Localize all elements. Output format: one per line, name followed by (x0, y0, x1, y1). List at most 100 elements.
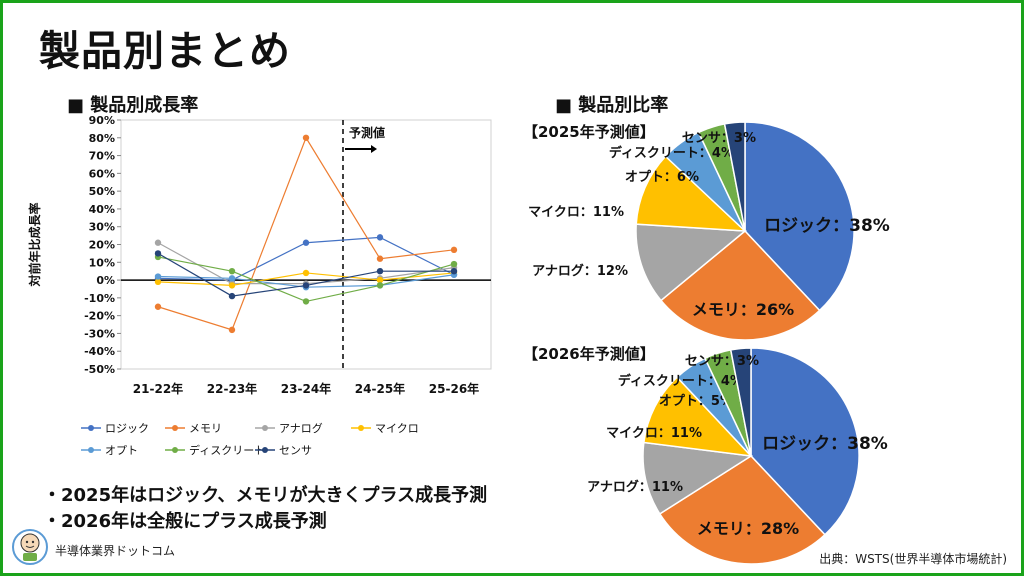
legend-label: オプト (105, 444, 138, 457)
series-point (450, 260, 458, 268)
legend-label: ディスクリート (189, 443, 265, 457)
series-point (376, 276, 384, 284)
legend-label: メモリ (189, 422, 222, 435)
series-point (302, 269, 310, 277)
pie-2025-title: 【2025年予測値】 (523, 123, 655, 141)
legend-swatch-point (262, 447, 268, 453)
pie-slice (750, 347, 860, 536)
series-point (154, 273, 162, 280)
series-point (376, 234, 384, 241)
forecast-arrow-head (371, 145, 377, 153)
y-tick-label: 10% (89, 256, 115, 269)
series-point (154, 303, 162, 310)
y-tick-label: 50% (89, 185, 115, 198)
x-tick-label: 25-26年 (429, 381, 479, 396)
series-point (228, 282, 236, 289)
pie-slice (723, 121, 746, 232)
pie-slice (729, 347, 752, 457)
legend-swatch-point (88, 447, 94, 453)
x-tick-label: 23-24年 (281, 381, 331, 396)
y-tick-label: 20% (89, 239, 115, 252)
y-tick-label: 60% (89, 167, 115, 180)
series-point (302, 134, 310, 141)
mascot-logo (12, 529, 48, 565)
legend-label: マイクロ (375, 422, 419, 435)
y-tick-label: -40% (84, 345, 115, 358)
pie-slice-label: ロジック：38% (764, 216, 890, 236)
series-point (228, 326, 236, 334)
forecast-label: 予測値 (349, 125, 385, 140)
y-tick-label: 40% (89, 203, 115, 216)
series-point (302, 282, 310, 289)
y-tick-label: 70% (89, 150, 115, 163)
pie-slice (659, 229, 821, 341)
pie-slice (635, 155, 748, 232)
x-tick-label: 21-22年 (133, 381, 183, 396)
bullet-2: ・2026年は全般にプラス成長予測 (43, 511, 327, 532)
share-heading: ■ 製品別比率 (555, 95, 669, 116)
series-point (302, 298, 310, 305)
y-axis-label: 対前年比成長率 (27, 202, 42, 287)
pie-slice (635, 223, 747, 302)
pie-slice-label: センサ：3% (685, 354, 759, 369)
legend-swatch-point (262, 425, 268, 431)
series-point (228, 292, 236, 300)
series-point (154, 250, 162, 257)
growth-line-chart: -50% -40% -30% -20% -10% 0% 10% 20% 30% 40% 50% 60%… (27, 114, 492, 457)
legend-swatch-point (88, 425, 94, 431)
pie-slice-label: オプト：6% (625, 170, 699, 185)
pie-slice (704, 349, 752, 457)
pie-slice (642, 441, 754, 515)
legend-swatch-point (358, 425, 364, 431)
pie-slice-label: ディスクリート：4% (609, 145, 734, 161)
x-tick-label: 22-23年 (207, 381, 257, 396)
y-tick-label: 0% (96, 274, 115, 287)
y-tick-label: -50% (84, 363, 115, 376)
pie-slice-label: ロジック：38% (762, 434, 888, 454)
pie-slice-label: マイクロ：11% (528, 205, 624, 220)
x-tick-label: 24-25年 (355, 381, 405, 396)
pie-slice-label: アナログ：11% (587, 479, 683, 495)
page-title: 製品別まとめ (39, 27, 291, 75)
series-point (154, 239, 162, 246)
pie-2026-title: 【2026年予測値】 (523, 345, 655, 363)
legend-label: ロジック (105, 422, 149, 435)
legend-swatch-point (172, 425, 178, 431)
pie-slice-label: アナログ：12% (532, 263, 628, 279)
source-note: 出典：WSTS(世界半導体市場統計) (819, 552, 1007, 566)
y-tick-label: -20% (84, 310, 115, 323)
y-tick-label: 80% (89, 132, 115, 145)
y-tick-label: -10% (84, 292, 115, 305)
y-tick-label: 30% (89, 221, 115, 234)
series-point (228, 275, 236, 282)
series-point (376, 267, 384, 275)
series-point (376, 282, 384, 289)
pie-slice (643, 376, 753, 458)
legend-label: センサ (279, 444, 312, 457)
pie-slice (744, 121, 855, 312)
pie-slice (676, 357, 752, 457)
pie-slice-label: ディスクリート：4% (618, 373, 743, 389)
series-point (450, 267, 458, 275)
series-point (154, 278, 162, 286)
pie-slice (697, 123, 746, 232)
pie-slice (658, 455, 826, 565)
pie-slice-label: メモリ：26% (692, 300, 794, 319)
y-tick-label: -30% (84, 327, 115, 340)
series-point (302, 239, 310, 246)
series-point (228, 267, 236, 275)
y-tick-label: 90% (89, 114, 115, 127)
pie-slice-label: オプト：5% (659, 394, 733, 409)
pie-slice-label: メモリ：28% (697, 519, 799, 538)
pie-slice (664, 131, 746, 232)
series-point (450, 246, 458, 254)
series-point (376, 255, 384, 262)
legend-label: アナログ (279, 421, 323, 435)
brand-name: 半導体業界ドットコム (55, 544, 176, 558)
legend-swatch-point (172, 447, 178, 453)
pie-slice-label: マイクロ：11% (606, 426, 702, 441)
growth-heading: ■ 製品別成長率 (67, 95, 199, 116)
pie-slice-label: センサ：3% (682, 131, 756, 146)
bullet-1: ・2025年はロジック、メモリが大きくプラス成長予測 (43, 485, 488, 506)
